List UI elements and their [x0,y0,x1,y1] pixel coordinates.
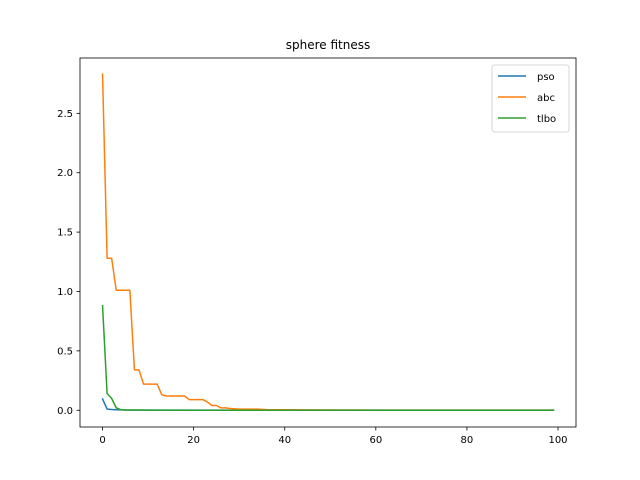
x-tick-label: 0 [99,435,105,446]
x-tick-label: 40 [278,435,291,446]
legend-label-tlbo: tlbo [537,114,556,125]
legend: pso abc tlbo [491,64,570,133]
axes-frame [79,57,577,428]
y-tick-label: 2.0 [57,168,73,179]
x-tick-label: 80 [461,435,474,446]
y-tick-label: 1.0 [57,287,73,298]
y-axis: 0.0 0.5 1.0 1.5 2.0 2.5 [57,109,80,417]
legend-label-pso: pso [537,72,555,83]
legend-box [491,64,570,133]
y-tick-label: 0.5 [57,346,73,357]
x-tick-label: 100 [548,435,567,446]
x-tick-label: 20 [187,435,200,446]
y-tick-label: 2.5 [57,109,73,120]
y-tick-label: 0.0 [57,406,73,417]
chart-title: sphere fitness [286,38,370,52]
x-axis: 0 20 40 60 80 100 [99,427,568,446]
legend-label-abc: abc [537,93,555,104]
plot-lines [101,73,555,411]
x-tick-label: 60 [369,435,382,446]
series-line-tlbo [101,304,555,411]
y-tick-label: 1.5 [57,228,73,239]
